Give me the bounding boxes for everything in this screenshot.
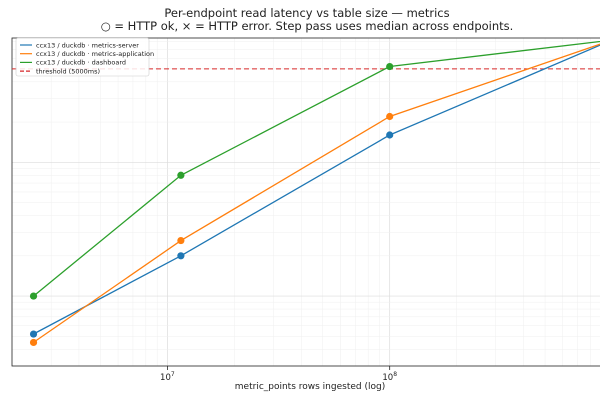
legend-label: ccx13 / duckdb · dashboard	[36, 59, 126, 67]
series-3-point	[29, 292, 38, 300]
series-1-point	[177, 252, 185, 260]
series-2-point	[386, 112, 394, 121]
legend-label: ccx13 / duckdb · metrics-application	[36, 50, 154, 58]
x-axis-label: metric_points rows ingested (log)	[235, 382, 385, 392]
series-3-point	[177, 171, 185, 179]
grid	[11, 38, 600, 367]
series-1-point	[29, 330, 38, 338]
series-line-3	[33, 40, 600, 297]
series-2-point	[177, 236, 185, 245]
series-3-point	[386, 62, 394, 71]
series-line-1	[33, 44, 600, 335]
chart-title: Per-endpoint read latency vs table size …	[164, 6, 449, 20]
legend-label: threshold (5000ms)	[36, 67, 100, 75]
plot-frame	[11, 37, 600, 367]
series-1-point	[386, 131, 394, 139]
chart-subtitle: ○ = HTTP ok, × = HTTP error. Step pass u…	[101, 19, 514, 33]
x-axis-ticks: 107 108	[160, 366, 397, 383]
x-tick-label: 108	[382, 371, 397, 383]
series-2-point	[29, 338, 38, 347]
series-group	[29, 40, 600, 347]
x-tick-label: 107	[160, 371, 175, 383]
series-line-2	[33, 43, 600, 343]
legend-box	[15, 37, 150, 77]
legend-label: ccx13 / duckdb · metrics-server	[36, 41, 139, 49]
